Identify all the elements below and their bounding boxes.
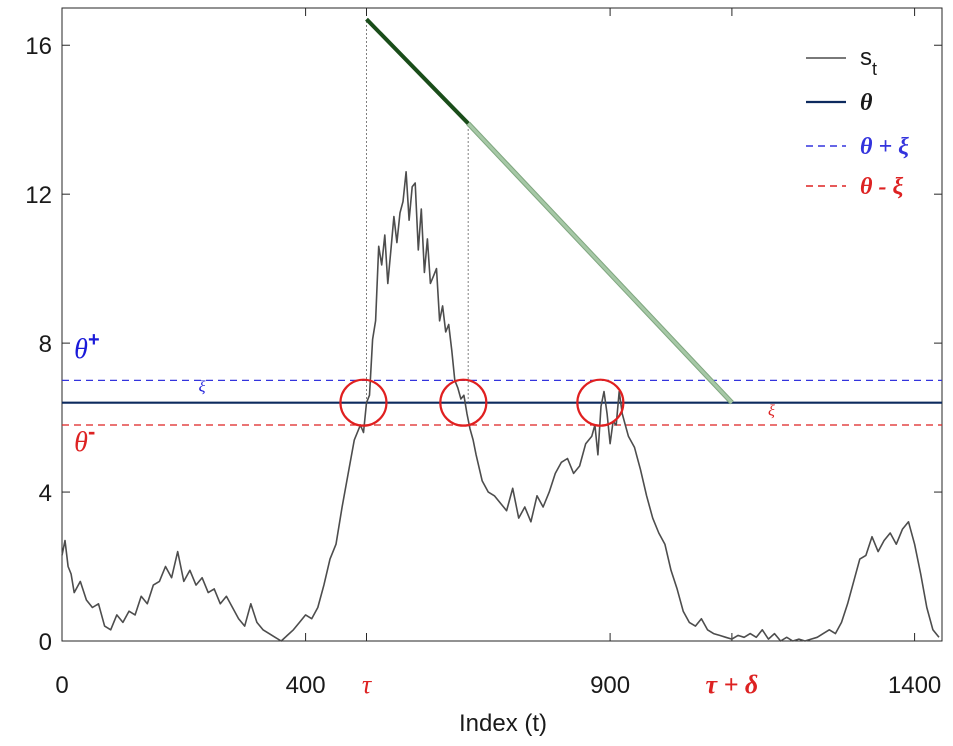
plot-area: 0 400 900 1400 0 4 8 12 16 θ+ θ-ξ ξ τ τ + δ st θ θ + ξ θ …	[25, 7, 943, 699]
x-tick-label-1400: 1400	[888, 672, 941, 699]
x-tick-label-900: 900	[590, 672, 630, 699]
tau-delta-tick-label: τ + δ	[706, 670, 759, 699]
crossing-circle-1	[339, 378, 388, 427]
theta-plus-label: θ+	[74, 329, 99, 365]
x-tick-label-400: 400	[286, 672, 326, 699]
decay-line-dark	[365, 17, 470, 125]
x-tick-label-0: 0	[55, 672, 68, 699]
y-tick-label-12: 12	[25, 182, 52, 209]
legend-label-3: θ + ξ	[860, 134, 909, 160]
legend-label-2: θ	[860, 90, 873, 116]
theta-minus-label: θ-	[74, 419, 95, 458]
legend-label-4: θ - ξ	[860, 174, 903, 200]
crossing-circle-3	[576, 378, 625, 427]
crossing-circle-2	[439, 378, 488, 427]
legend: st θ θ + ξ θ - ξ	[806, 44, 909, 200]
plot-frame	[61, 7, 943, 642]
tau-tick-label: τ	[362, 670, 373, 699]
y-tick-label-16: 16	[25, 33, 52, 60]
y-tick-label-8: 8	[39, 331, 52, 358]
y-tick-label-4: 4	[39, 480, 52, 507]
series-s-t-line	[61, 171, 940, 642]
x-axis-title: Index (t)	[459, 710, 547, 737]
legend-label-1: st	[860, 44, 877, 79]
xi-left-label: ξ	[199, 379, 206, 396]
y-tick-label-0: 0	[39, 629, 52, 656]
decay-line-light	[467, 122, 733, 404]
xi-right-label: ξ	[768, 403, 775, 420]
